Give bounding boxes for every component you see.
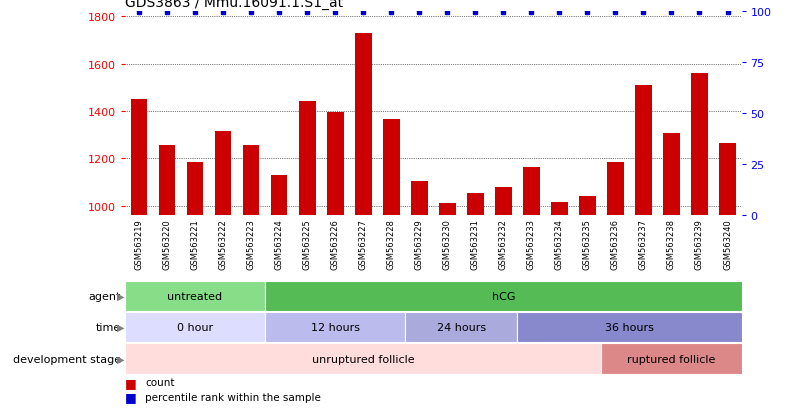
- Bar: [495, 187, 512, 216]
- Text: development stage: development stage: [13, 354, 121, 364]
- Bar: [551, 203, 567, 216]
- Text: GSM563228: GSM563228: [387, 219, 396, 270]
- Text: GSM563222: GSM563222: [218, 219, 227, 269]
- Text: GSM563232: GSM563232: [499, 219, 508, 270]
- Text: percentile rank within the sample: percentile rank within the sample: [145, 392, 321, 401]
- Bar: [579, 197, 596, 216]
- Text: GSM563224: GSM563224: [275, 219, 284, 269]
- Text: GSM563237: GSM563237: [639, 219, 648, 270]
- Text: time: time: [96, 322, 121, 332]
- Text: ruptured follicle: ruptured follicle: [627, 354, 716, 364]
- Text: GSM563238: GSM563238: [667, 219, 676, 270]
- Bar: [326, 113, 343, 216]
- Bar: [438, 204, 455, 216]
- Bar: [265, 281, 742, 311]
- Bar: [265, 312, 405, 342]
- Text: ▶: ▶: [117, 322, 124, 332]
- Text: GSM563229: GSM563229: [415, 219, 424, 269]
- Text: ▶: ▶: [117, 354, 124, 364]
- Bar: [159, 146, 176, 216]
- Text: GSM563231: GSM563231: [471, 219, 480, 270]
- Text: ▶: ▶: [117, 291, 124, 301]
- Text: GSM563227: GSM563227: [359, 219, 368, 270]
- Text: GSM563236: GSM563236: [611, 219, 620, 270]
- Text: GSM563220: GSM563220: [163, 219, 172, 269]
- Bar: [187, 162, 203, 216]
- Bar: [607, 162, 624, 216]
- Bar: [719, 144, 736, 216]
- Text: count: count: [145, 377, 175, 387]
- Text: unruptured follicle: unruptured follicle: [312, 354, 414, 364]
- Bar: [411, 181, 428, 216]
- Bar: [299, 102, 315, 216]
- Bar: [601, 344, 742, 374]
- Text: GSM563226: GSM563226: [330, 219, 339, 270]
- Text: GSM563221: GSM563221: [190, 219, 200, 269]
- Text: 12 hours: 12 hours: [310, 322, 359, 332]
- Bar: [131, 100, 147, 216]
- Bar: [125, 312, 265, 342]
- Bar: [355, 33, 372, 216]
- Text: GSM563219: GSM563219: [135, 219, 143, 269]
- Bar: [517, 312, 742, 342]
- Text: 36 hours: 36 hours: [605, 322, 654, 332]
- Bar: [271, 176, 288, 216]
- Bar: [214, 132, 231, 216]
- Text: agent: agent: [89, 291, 121, 301]
- Text: 0 hour: 0 hour: [177, 322, 213, 332]
- Text: GSM563235: GSM563235: [583, 219, 592, 270]
- Bar: [383, 120, 400, 216]
- Bar: [691, 74, 708, 216]
- Text: GSM563240: GSM563240: [723, 219, 732, 269]
- Text: GSM563223: GSM563223: [247, 219, 256, 270]
- Bar: [125, 344, 601, 374]
- Bar: [405, 312, 517, 342]
- Text: hCG: hCG: [492, 291, 515, 301]
- Text: GSM563230: GSM563230: [442, 219, 451, 270]
- Bar: [243, 146, 260, 216]
- Text: GSM563225: GSM563225: [302, 219, 312, 269]
- Bar: [663, 134, 680, 216]
- Text: 24 hours: 24 hours: [437, 322, 486, 332]
- Text: GSM563233: GSM563233: [527, 219, 536, 270]
- Text: ■: ■: [125, 376, 137, 389]
- Text: ■: ■: [125, 390, 137, 403]
- Text: GSM563239: GSM563239: [695, 219, 704, 270]
- Text: untreated: untreated: [168, 291, 222, 301]
- Text: GDS3863 / Mmu.16091.1.S1_at: GDS3863 / Mmu.16091.1.S1_at: [125, 0, 343, 10]
- Bar: [467, 193, 484, 216]
- Text: GSM563234: GSM563234: [555, 219, 564, 270]
- Bar: [523, 167, 540, 216]
- Bar: [635, 85, 652, 216]
- Bar: [125, 281, 265, 311]
